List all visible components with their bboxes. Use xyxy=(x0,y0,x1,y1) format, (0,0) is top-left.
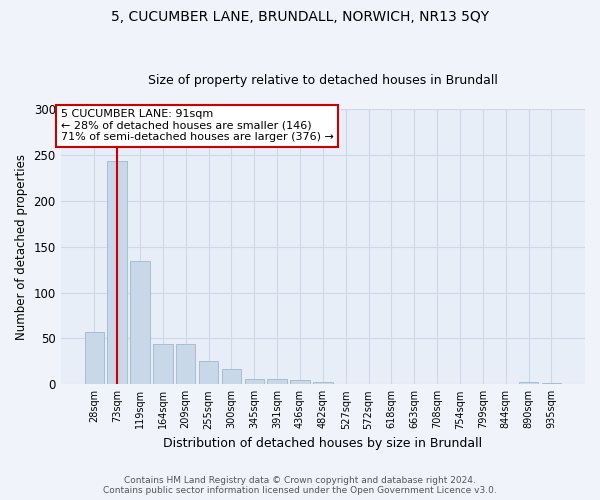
Bar xyxy=(153,344,173,385)
Bar xyxy=(519,382,538,384)
Text: 5 CUCUMBER LANE: 91sqm
← 28% of detached houses are smaller (146)
71% of semi-de: 5 CUCUMBER LANE: 91sqm ← 28% of detached… xyxy=(61,109,334,142)
Bar xyxy=(313,382,332,384)
Text: 5, CUCUMBER LANE, BRUNDALL, NORWICH, NR13 5QY: 5, CUCUMBER LANE, BRUNDALL, NORWICH, NR1… xyxy=(111,10,489,24)
Bar xyxy=(85,332,104,384)
Bar xyxy=(268,379,287,384)
Bar xyxy=(176,344,196,385)
Bar xyxy=(199,362,218,384)
Bar xyxy=(290,380,310,384)
Text: Contains HM Land Registry data © Crown copyright and database right 2024.
Contai: Contains HM Land Registry data © Crown c… xyxy=(103,476,497,495)
Y-axis label: Number of detached properties: Number of detached properties xyxy=(15,154,28,340)
Bar xyxy=(130,262,149,384)
X-axis label: Distribution of detached houses by size in Brundall: Distribution of detached houses by size … xyxy=(163,437,482,450)
Bar xyxy=(107,162,127,384)
Bar xyxy=(245,379,264,384)
Title: Size of property relative to detached houses in Brundall: Size of property relative to detached ho… xyxy=(148,74,498,87)
Bar xyxy=(221,368,241,384)
